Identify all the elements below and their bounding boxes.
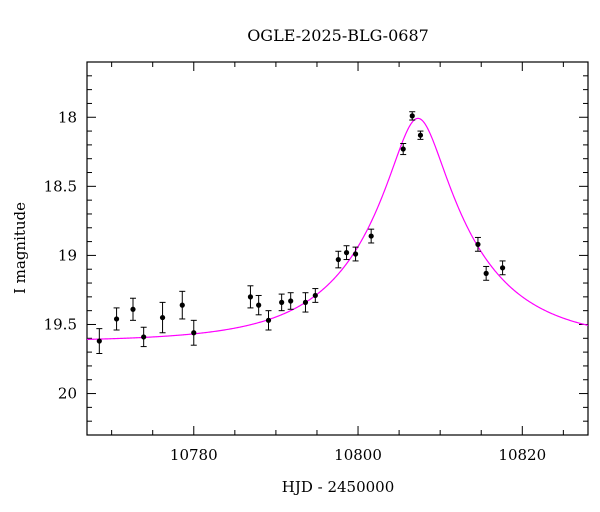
y-tick-label: 18 [58, 108, 77, 126]
data-point [113, 316, 120, 322]
data-point [400, 146, 406, 152]
model-curve [87, 117, 588, 340]
data-point [417, 132, 424, 138]
model-curve-layer [87, 117, 588, 340]
data-point [335, 256, 341, 263]
data-point [312, 292, 318, 299]
plot-frame [86, 61, 589, 436]
x-tick-label: 10780 [170, 446, 218, 464]
data-point [256, 302, 262, 308]
x-tick-label: 10800 [334, 446, 382, 464]
chart-title: OGLE-2025-BLG-0687 [247, 26, 429, 45]
y-tick-label: 18.5 [44, 177, 77, 195]
y-tick-label: 19.5 [44, 315, 77, 333]
x-tick-label: 10820 [498, 446, 546, 464]
data-point [302, 299, 309, 305]
data-point [159, 314, 166, 321]
data-point [141, 334, 147, 340]
data-point [265, 317, 272, 323]
data-point [343, 250, 350, 256]
data-point [352, 251, 359, 257]
y-tick-label: 19 [58, 246, 77, 264]
data-point [247, 294, 254, 300]
data-point [475, 241, 481, 247]
data-point [279, 299, 285, 305]
data-point [191, 330, 197, 336]
data-point [499, 265, 506, 271]
data-point [179, 302, 185, 308]
axis-ticks [87, 61, 588, 436]
data-point [130, 306, 136, 312]
data-point [288, 298, 294, 304]
data-point [483, 270, 489, 276]
data-point [409, 113, 415, 119]
y-tick-label: 20 [58, 385, 77, 403]
x-axis-label: HJD - 2450000 [282, 478, 395, 496]
data-point [96, 338, 102, 344]
y-axis-label: I magnitude [11, 202, 29, 294]
data-point [368, 233, 374, 239]
data-points-layer [96, 111, 506, 354]
tick-labels: 10780 10800 10820 18 18.5 19 19.5 20 [44, 108, 547, 464]
